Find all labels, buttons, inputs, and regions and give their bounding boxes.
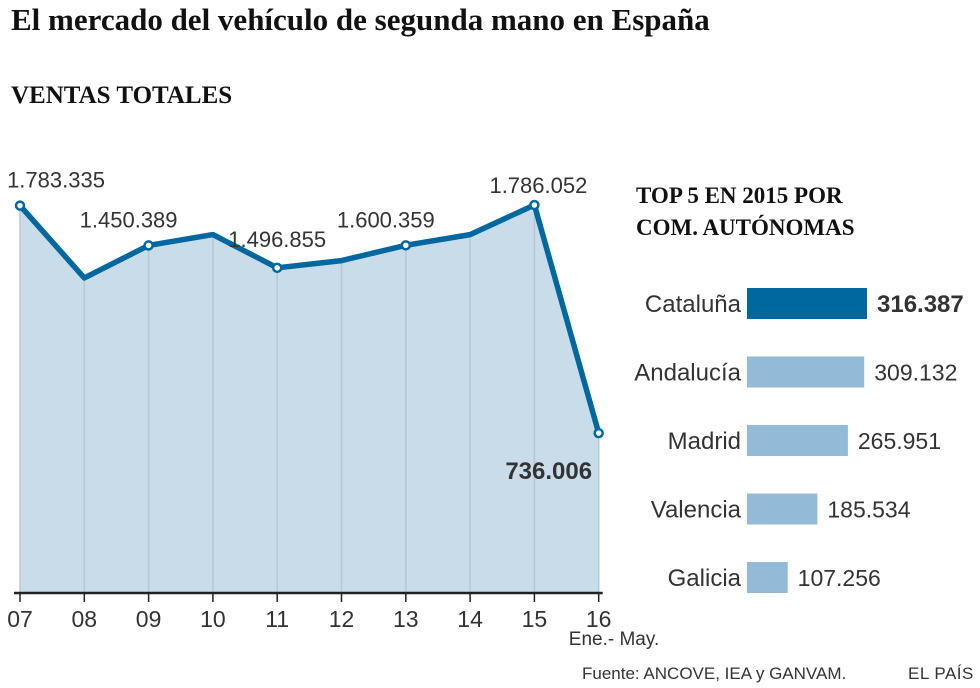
bar-value-label: 107.256 xyxy=(798,565,881,591)
data-label: 1.496.855 xyxy=(228,227,326,252)
data-point xyxy=(143,240,154,251)
x-tick-label: 15 xyxy=(522,606,548,632)
bar xyxy=(747,425,848,456)
chart-title: El mercado del vehículo de segunda mano … xyxy=(11,2,710,37)
source-note: Fuente: ANCOVE, IEA y GANVAM. xyxy=(582,664,847,683)
bar-chart-title-line1: TOP 5 EN 2015 POR xyxy=(636,183,843,208)
chart-subtitle: VENTAS TOTALES xyxy=(11,82,233,109)
data-point xyxy=(14,200,26,211)
data-label: 1.600.359 xyxy=(337,207,435,232)
data-point xyxy=(400,240,412,251)
area-fill xyxy=(20,205,599,593)
data-label: 1.786.052 xyxy=(489,173,587,198)
bar-value-label: 265.951 xyxy=(858,428,941,454)
bar-value-label: 185.534 xyxy=(827,497,910,523)
bar xyxy=(747,288,867,319)
data-label: 1.783.335 xyxy=(7,168,105,193)
x-tick-label: 13 xyxy=(393,606,419,632)
x-tick-label: 14 xyxy=(457,606,483,632)
bar xyxy=(747,493,818,525)
x-axis-note: Ene.- May. xyxy=(569,629,659,650)
x-tick-label: 11 xyxy=(265,606,289,632)
bar-chart-title-line2: COM. AUTÓNOMAS xyxy=(636,215,855,240)
bar-category-label: Galicia xyxy=(668,565,742,592)
brand-logo: EL PAÍS xyxy=(908,664,974,683)
bar-chart-title: TOP 5 EN 2015 POR COM. AUTÓNOMAS xyxy=(636,180,855,244)
data-label: 1.450.389 xyxy=(80,207,178,232)
data-label: 736.006 xyxy=(505,458,592,485)
bar-value-label: 309.132 xyxy=(874,360,957,386)
x-tick-label: 09 xyxy=(136,606,162,632)
x-tick-label: 10 xyxy=(200,606,226,632)
data-point xyxy=(593,427,604,439)
data-point xyxy=(271,262,283,274)
bar xyxy=(747,562,788,593)
bar-value-label: 316.387 xyxy=(877,291,964,318)
bar-category-label: Andalucía xyxy=(634,360,741,387)
bar-category-label: Madrid xyxy=(668,428,741,455)
x-tick-label: 12 xyxy=(329,606,355,632)
x-tick-label: 16 xyxy=(586,606,612,632)
x-tick-label: 08 xyxy=(72,606,98,632)
data-point xyxy=(529,199,540,211)
bar xyxy=(747,356,865,388)
x-tick-label: 07 xyxy=(7,606,33,632)
bar-category-label: Cataluña xyxy=(645,291,742,318)
bar-category-label: Valencia xyxy=(651,497,742,524)
series-line xyxy=(17,202,602,436)
